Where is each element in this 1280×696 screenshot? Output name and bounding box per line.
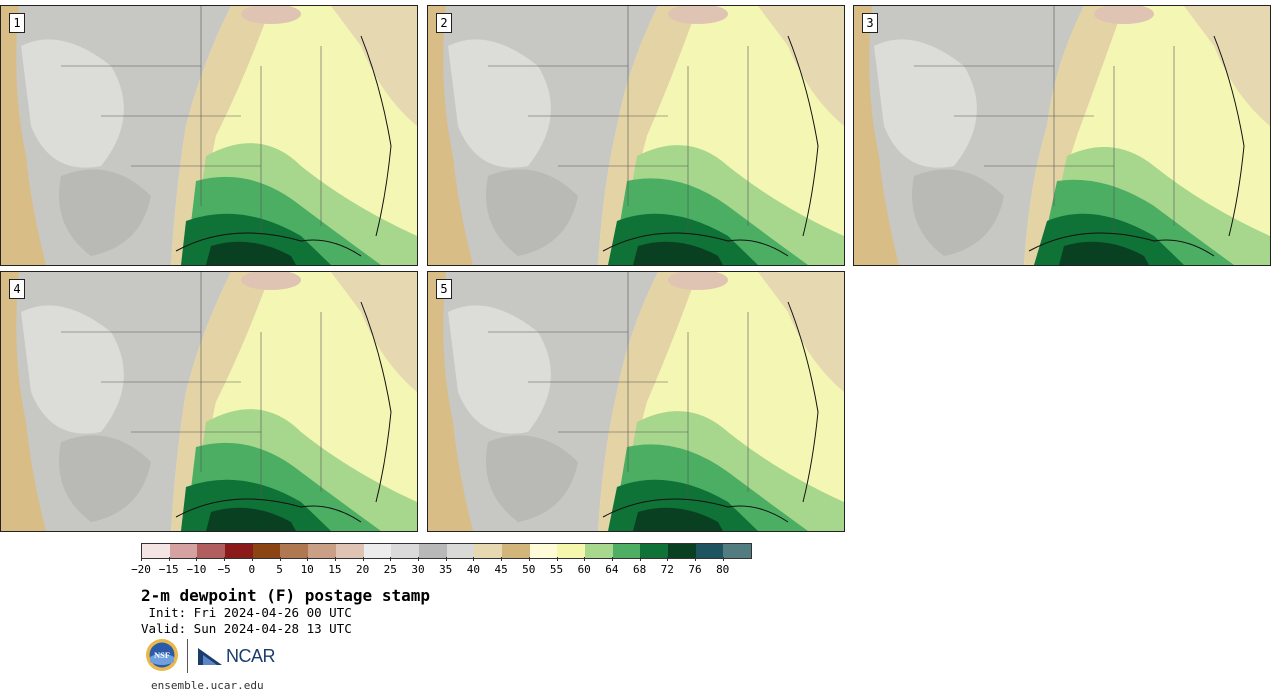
valid-time: Valid: Sun 2024-04-28 13 UTC xyxy=(141,621,352,636)
colorbar-tick xyxy=(362,557,364,561)
colorbar-tick-label: 64 xyxy=(605,563,619,576)
colorbar-tick xyxy=(390,557,392,561)
colorbar-tick-label: 68 xyxy=(632,563,647,576)
ncar-wordmark: NCAR xyxy=(226,645,276,666)
colorbar-tick xyxy=(224,557,226,561)
colorbar-tick-label: 72 xyxy=(660,563,674,576)
colorbar-tick-label: 40 xyxy=(466,563,481,576)
colorbar-swatch xyxy=(169,544,198,558)
colorbar-tick-label: 45 xyxy=(494,563,508,576)
colorbar-tick-label: −10 xyxy=(186,563,207,576)
colorbar-swatch xyxy=(668,544,696,558)
svg-text:NSF: NSF xyxy=(154,650,170,660)
colorbar-tick xyxy=(611,557,613,561)
member-label: 3 xyxy=(862,13,878,33)
ensemble-member-map-2: 2 xyxy=(427,5,845,266)
colorbar-swatch xyxy=(612,544,641,558)
colorbar-swatch xyxy=(335,544,364,558)
colorbar-tick xyxy=(722,557,724,561)
member-label: 2 xyxy=(436,13,452,33)
colorbar-swatch xyxy=(142,544,170,558)
colorbar-tick-label: 25 xyxy=(383,563,397,576)
colorbar-tick xyxy=(251,557,253,561)
colorbar-tick xyxy=(196,557,198,561)
colorbar-tick-label: 0 xyxy=(248,563,256,576)
colorbar-tick-label: −20 xyxy=(131,563,151,576)
dewpoint-map xyxy=(428,272,844,531)
colorbar-tick-label: 20 xyxy=(355,563,370,576)
colorbar-swatch xyxy=(501,544,530,558)
dewpoint-map xyxy=(1,6,417,265)
dewpoint-map xyxy=(428,6,844,265)
chart-title: 2-m dewpoint (F) postage stamp xyxy=(141,586,430,605)
logo-divider xyxy=(187,639,188,673)
colorbar-swatch xyxy=(418,544,447,558)
colorbar-swatch xyxy=(252,544,281,558)
colorbar-tick xyxy=(141,557,142,561)
colorbar-swatch xyxy=(695,544,724,558)
colorbar-tick-label: 50 xyxy=(522,563,536,576)
colorbar-tick xyxy=(473,557,475,561)
ncar-logo: NCAR xyxy=(197,644,276,668)
colorbar-tick-label: −15 xyxy=(158,563,179,576)
colorbar-tick xyxy=(279,557,281,561)
colorbar-tick xyxy=(307,557,309,561)
colorbar-tick xyxy=(667,557,669,561)
member-label: 1 xyxy=(9,13,25,33)
colorbar-tick-label: 35 xyxy=(439,563,453,576)
colorbar-tick-label: 15 xyxy=(328,563,342,576)
colorbar-tick xyxy=(695,557,696,561)
colorbar-swatch xyxy=(585,544,613,558)
colorbar-swatch xyxy=(225,544,253,558)
dewpoint-map xyxy=(854,6,1270,265)
colorbar-swatch xyxy=(280,544,309,558)
colorbar-tick xyxy=(445,557,447,561)
colorbar-tick xyxy=(584,557,586,561)
colorbar-tick-label: 55 xyxy=(549,563,564,576)
colorbar-swatch xyxy=(363,544,392,558)
colorbar-tick-label: 60 xyxy=(577,563,591,576)
colorbar-swatch xyxy=(640,544,669,558)
ncar-mark-icon xyxy=(198,648,222,665)
colorbar-swatch xyxy=(529,544,558,558)
colorbar-swatch xyxy=(391,544,419,558)
colorbar-swatch xyxy=(446,544,475,558)
colorbar-tick xyxy=(501,557,503,561)
colorbar-tick-label: −5 xyxy=(217,563,231,576)
colorbar-swatch xyxy=(723,544,752,558)
member-label: 5 xyxy=(436,279,452,299)
member-label: 4 xyxy=(9,279,25,299)
colorbar-tick-label: 80 xyxy=(716,563,730,576)
colorbar-tick-label: 76 xyxy=(688,563,702,576)
colorbar-tick xyxy=(334,557,336,561)
colorbar-swatch xyxy=(557,544,585,558)
colorbar-tick xyxy=(418,557,419,561)
ensemble-member-map-5: 5 xyxy=(427,271,845,532)
colorbar-swatch xyxy=(197,544,226,558)
colorbar-tick xyxy=(528,557,530,561)
ensemble-member-map-4: 4 xyxy=(0,271,418,532)
colorbar-tick-label: 10 xyxy=(300,563,314,576)
ensemble-member-map-1: 1 xyxy=(0,5,418,266)
colorbar-swatch xyxy=(474,544,502,558)
footer-url: ensemble.ucar.edu xyxy=(151,679,264,692)
colorbar-tick xyxy=(556,557,558,561)
colorbar-tick-label: 5 xyxy=(276,563,283,576)
colorbar-tick-label: 30 xyxy=(411,563,425,576)
init-time: Init: Fri 2024-04-26 00 UTC xyxy=(141,605,352,620)
nsf-logo: NSF xyxy=(146,639,178,671)
dewpoint-map xyxy=(1,272,417,531)
colorbar-swatch xyxy=(308,544,336,558)
colorbar-tick xyxy=(168,557,170,561)
colorbar-tick xyxy=(639,557,641,561)
ensemble-member-map-3: 3 xyxy=(853,5,1271,266)
